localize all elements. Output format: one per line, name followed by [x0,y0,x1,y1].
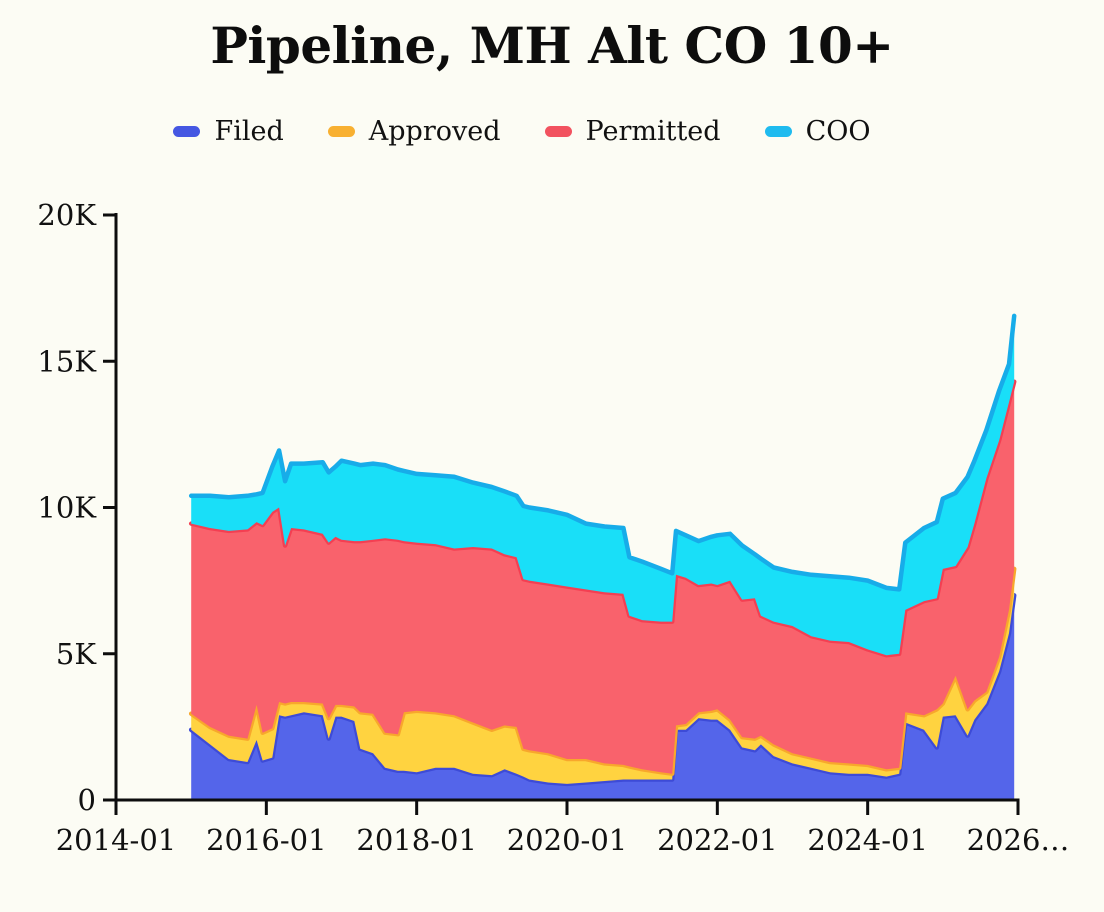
x-tick-label: 2014-01 [56,823,177,857]
legend-swatch-permitted-icon [544,126,572,137]
legend-item-coo[interactable]: COO [764,116,871,147]
chart-title: Pipeline, MH Alt CO 10+ [210,16,894,75]
legend-label: COO [805,116,871,147]
y-tick-label: 10K [37,491,97,525]
legend-label: Filed [214,116,284,147]
x-tick-label: 2020-01 [507,823,628,857]
y-tick-label: 15K [37,344,97,378]
legend-item-approved[interactable]: Approved [327,116,501,147]
y-tick-label: 5K [56,637,97,671]
legend-label: Approved [368,116,501,147]
legend-swatch-coo-icon [764,126,792,137]
legend: Filed Approved Permitted COO [0,116,1074,147]
legend-swatch-approved-icon [327,126,355,137]
area-permitted [191,381,1015,774]
legend-item-filed[interactable]: Filed [173,116,284,147]
legend-item-permitted[interactable]: Permitted [544,116,721,147]
x-tick-label: 2026… [967,823,1070,857]
x-tick-label: 2022-01 [657,823,778,857]
area-filed [191,595,1015,800]
y-tick-label: 0 [78,783,96,817]
line-coo [188,313,1017,592]
legend-swatch-filed-icon [173,126,201,137]
x-tick-label: 2024-01 [807,823,928,857]
x-tick-label: 2016-01 [206,823,327,857]
y-tick-label: 20K [37,198,97,232]
x-tick-label: 2018-01 [356,823,477,857]
legend-label: Permitted [585,116,721,147]
area-coo [191,315,1015,656]
